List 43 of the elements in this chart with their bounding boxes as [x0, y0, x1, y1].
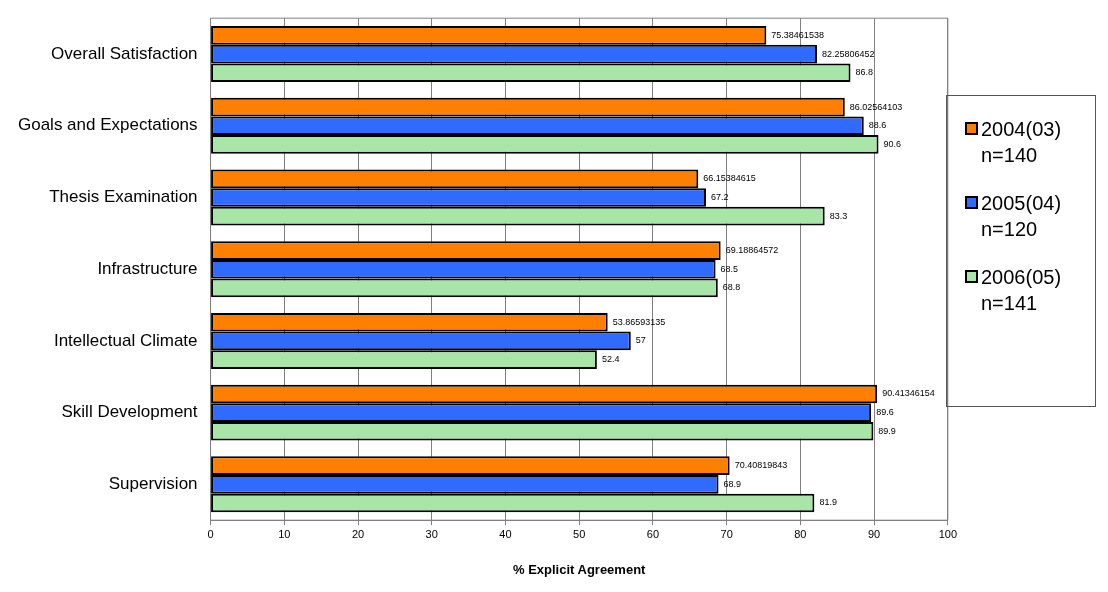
data-label: 90.41346154	[882, 388, 935, 399]
data-label: 69.18864572	[725, 245, 779, 256]
data-label: 83.3	[829, 210, 848, 221]
x-tick-label: 60	[646, 527, 660, 540]
data-label: 67.2	[711, 191, 729, 202]
legend-label: 2005(04) n=120	[981, 191, 1062, 242]
data-label: 89.9	[878, 425, 896, 436]
data-label: 68.5	[720, 263, 739, 274]
data-label: 70.40819843	[734, 460, 788, 471]
y-tick-label: Intellectual Climate	[53, 330, 198, 350]
data-label: 81.9	[819, 497, 837, 508]
x-tick-label: 50	[573, 527, 586, 540]
data-label: 53.86593135	[612, 316, 666, 327]
x-tick-label: 0	[207, 527, 214, 540]
x-tick-label: 40	[499, 527, 512, 540]
x-tick-label: 90	[867, 527, 881, 540]
data-label: 52.4	[601, 354, 620, 365]
data-label: 89.6	[876, 407, 894, 418]
x-tick-label: 100	[938, 527, 957, 540]
data-label: 86.02564103	[849, 101, 903, 112]
y-tick-label: Goals and Expectations	[17, 115, 198, 135]
y-tick-label: Overall Satisfaction	[51, 43, 198, 63]
data-label: 88.6	[868, 120, 887, 131]
y-tick-label: Supervision	[108, 474, 198, 494]
data-label: 66.15384615	[703, 173, 756, 184]
data-label: 86.8	[855, 67, 874, 78]
data-label: 57	[635, 335, 646, 346]
data-label: 75.38461538	[771, 29, 824, 40]
x-tick-label: 30	[425, 527, 438, 540]
data-label: 90.6	[883, 138, 902, 149]
x-tick-label: 20	[351, 527, 365, 540]
y-tick-label: Infrastructure	[97, 258, 198, 278]
data-label: 68.9	[723, 478, 742, 489]
x-tick-label: 10	[278, 527, 291, 540]
y-tick-label: Thesis Examination	[49, 187, 198, 207]
x-tick-label: 70	[720, 527, 733, 540]
data-label: 68.8	[722, 282, 741, 293]
x-axis-title: % Explicit Agreement	[512, 561, 647, 577]
legend-label: 2006(05) n=141	[981, 265, 1062, 316]
legend-label: 2004(03) n=140	[981, 117, 1062, 168]
data-label: 82.25806452	[822, 48, 875, 59]
y-tick-label: Skill Development	[61, 402, 198, 422]
x-tick-label: 80	[794, 527, 807, 540]
